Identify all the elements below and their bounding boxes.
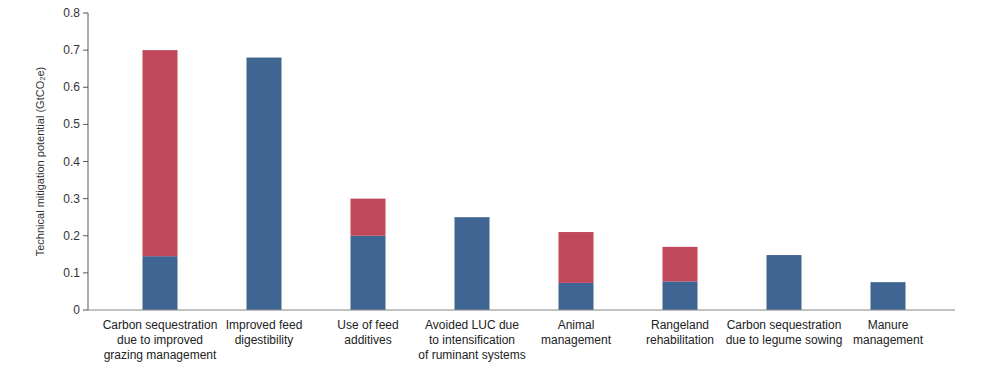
y-tick: [83, 161, 88, 162]
y-tick: [83, 235, 88, 236]
bar-segment: [871, 282, 906, 310]
bar-segment: [871, 282, 906, 283]
bar-segment: [351, 199, 386, 236]
bar-segment: [663, 281, 698, 310]
y-tick: [83, 87, 88, 88]
x-tick-label: Carbon sequestrationdue to legume sowing: [726, 318, 843, 347]
y-tick: [83, 124, 88, 125]
y-tick: [83, 310, 88, 311]
y-tick-label: 0.4: [63, 155, 80, 169]
y-tick-label: 0.5: [63, 117, 80, 131]
bar-segment: [143, 50, 178, 256]
bar-segment: [143, 256, 178, 310]
y-tick-label: 0: [73, 303, 80, 317]
bar-segment: [455, 217, 490, 218]
y-tick-label: 0.7: [63, 43, 80, 57]
bar-segment: [455, 217, 490, 310]
bar-segment: [559, 232, 594, 283]
y-axis-label: Technical mitigation potential (GtCO₂e): [34, 67, 46, 257]
y-tick-label: 0.1: [63, 266, 80, 280]
y-tick: [83, 13, 88, 14]
y-tick-label: 0.8: [63, 6, 80, 20]
y-tick-label: 0.2: [63, 229, 80, 243]
chart: 0 0.1 0.2 0.3 0.4 0.5 0.6 0.7 0.8 Technical mitig…: [0, 0, 1000, 381]
bar-segment: [247, 58, 282, 310]
x-tick-label: Improved feeddigestibility: [226, 318, 303, 347]
bar-segment: [663, 247, 698, 282]
x-axis-line: [88, 310, 955, 311]
x-tick-label: Animalmanagement: [541, 318, 612, 347]
y-tick: [83, 50, 88, 51]
bars: [143, 50, 906, 310]
y-tick-label: 0.6: [63, 80, 80, 94]
y-tick: [83, 198, 88, 199]
x-tick-label: Avoided LUC dueto intensificationof rumi…: [418, 318, 525, 362]
bar-segment: [559, 283, 594, 310]
x-tick-label: Carbon sequestrationdue to improvedgrazi…: [103, 318, 218, 362]
x-tick-label: Manuremanagement: [853, 318, 924, 347]
y-tick: [83, 272, 88, 273]
bar-segment: [767, 255, 802, 310]
y-tick-label: 0.3: [63, 192, 80, 206]
x-tick-label: Use of feedadditives: [337, 318, 398, 347]
bar-segment: [247, 57, 282, 58]
x-tick-label: Rangelandrehabilitation: [646, 318, 714, 347]
bar-segment: [351, 236, 386, 310]
bar-segment: [767, 255, 802, 256]
